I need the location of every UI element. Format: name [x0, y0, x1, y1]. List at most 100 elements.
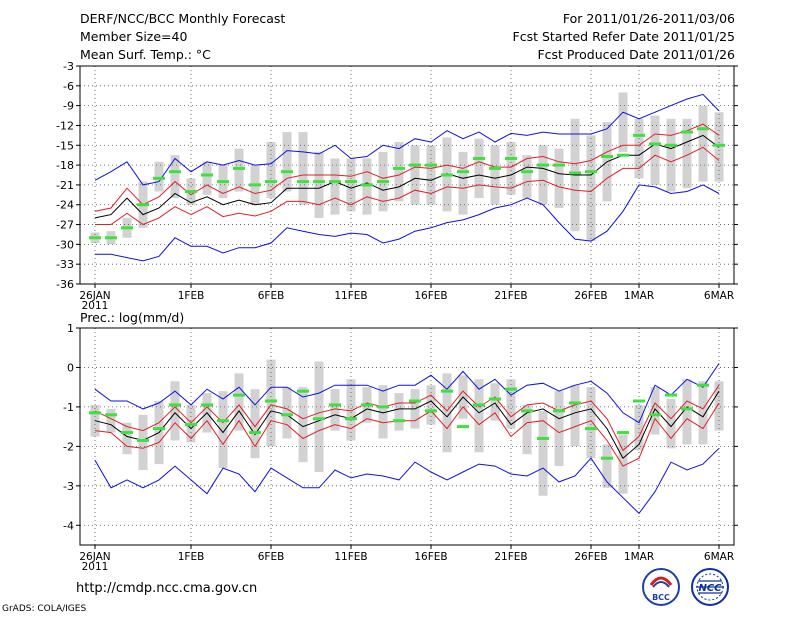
range-bar [490, 383, 500, 421]
ensemble-mean-marker [297, 389, 309, 393]
y-tick-label: 1 [67, 322, 74, 335]
range-bar [266, 359, 276, 447]
ensemble-mean-marker [329, 180, 341, 184]
y-tick-label: -9 [63, 100, 74, 113]
x-tick-label: 6MAR [704, 551, 734, 563]
ensemble-mean-marker [473, 156, 485, 160]
series-line-lower-spread [95, 146, 720, 226]
ensemble-mean-marker [617, 153, 629, 157]
grads-credit: GrADS: COLA/IGES [2, 604, 87, 614]
ensemble-mean-marker [105, 413, 117, 417]
ensemble-mean-marker [425, 409, 437, 413]
ensemble-mean-marker [409, 163, 421, 167]
x-tick-label: 1MAR [624, 290, 654, 302]
ensemble-mean-marker [185, 190, 197, 194]
range-bar [378, 385, 388, 439]
fcst-produced-label: Fcst Produced Date 2011/01/26 [537, 47, 735, 62]
ensemble-mean-marker [441, 389, 453, 393]
ensemble-mean-marker [89, 236, 101, 240]
ensemble-mean-marker [617, 431, 629, 435]
ensemble-mean-marker [121, 226, 133, 230]
ensemble-mean-marker [569, 401, 581, 405]
ensemble-mean-marker [89, 411, 101, 415]
ensemble-mean-marker [393, 166, 405, 170]
range-bar [522, 404, 532, 455]
y-tick-label: -15 [56, 139, 74, 152]
y-tick-label: -24 [56, 199, 74, 212]
range-bar [554, 148, 564, 209]
range-bar [682, 118, 692, 189]
y-tick-label: 0 [67, 361, 74, 374]
x-tick-label: 1MAR [624, 551, 654, 563]
range-bar [298, 387, 308, 463]
range-bar [698, 381, 708, 445]
range-bar [202, 161, 212, 195]
ensemble-mean-marker [697, 127, 709, 131]
fcst-started-label: Fcst Started Refer Date 2011/01/25 [512, 29, 736, 44]
range-bar [634, 118, 644, 179]
x-tick-label: 16FEB [414, 290, 447, 302]
range-bar [538, 410, 548, 496]
y-tick-label: -4 [63, 519, 74, 532]
y-tick-label: -30 [56, 238, 74, 251]
ensemble-mean-marker [121, 431, 133, 435]
ensemble-mean-marker [457, 425, 469, 429]
range-bar [506, 141, 516, 195]
ensemble-mean-marker [697, 383, 709, 387]
series-line-max [94, 93, 720, 186]
series-line-upper-spread [94, 123, 720, 212]
range-bar [474, 138, 484, 199]
range-bar [698, 105, 708, 182]
y-tick-label: -36 [56, 278, 74, 291]
range-bar [234, 148, 244, 192]
x-tick-label: 26FEB [574, 290, 607, 302]
x-tick-label: 26JAN [79, 290, 110, 302]
range-bar [122, 422, 132, 455]
range-bar [106, 408, 116, 433]
x-tick-label: 1FEB [178, 551, 205, 563]
ensemble-mean-marker [665, 393, 677, 397]
ensemble-mean-marker [233, 166, 245, 170]
series-line-min [95, 184, 720, 262]
range-bar [218, 391, 228, 469]
ensemble-mean-marker [425, 163, 437, 167]
x-tick-year-label: 2011 [82, 561, 109, 573]
range-bar [586, 135, 596, 242]
bcc-logo: BCC [642, 568, 680, 606]
ensemble-mean-marker [521, 409, 533, 413]
range-bar [298, 132, 308, 205]
y-tick-label: -33 [56, 258, 74, 271]
ensemble-mean-marker [649, 142, 661, 146]
range-bar [666, 118, 676, 192]
range-bar [602, 444, 612, 488]
forecast-range-label: For 2011/01/26-2011/03/06 [562, 11, 735, 26]
ensemble-mean-marker [361, 183, 373, 187]
variable-label: Mean Surf. Temp.: °C [80, 47, 211, 62]
y-tick-label: -6 [63, 80, 74, 93]
x-tick-label: 1FEB [178, 290, 205, 302]
y-tick-label: -1 [63, 401, 74, 414]
member-size-label: Member Size=40 [80, 29, 188, 44]
chart-title: DERF/NCC/BCC Monthly Forecast [80, 11, 286, 26]
ensemble-mean-marker [633, 133, 645, 137]
y-tick-label: -3 [63, 60, 74, 73]
ensemble-mean-marker [409, 399, 421, 403]
range-bar [282, 132, 292, 192]
ensemble-mean-marker [217, 419, 229, 423]
ensemble-mean-marker [713, 143, 725, 147]
range-bar [714, 381, 724, 431]
plot-frame [79, 65, 735, 285]
ensemble-mean-marker [505, 156, 517, 160]
ensemble-mean-marker [137, 438, 149, 442]
source-url[interactable]: http://cmdp.ncc.cma.gov.cn [76, 581, 258, 596]
ncc-logo: NCC [691, 568, 729, 606]
series-line-lower-spread [94, 402, 720, 467]
y-tick-label: -21 [56, 179, 74, 192]
range-bar [394, 141, 404, 202]
range-bar [650, 115, 660, 185]
ensemble-mean-marker [601, 456, 613, 460]
range-bar [618, 434, 628, 494]
range-bar [138, 414, 148, 471]
x-tick-year-label: 2011 [82, 300, 109, 312]
range-bar [538, 145, 548, 205]
